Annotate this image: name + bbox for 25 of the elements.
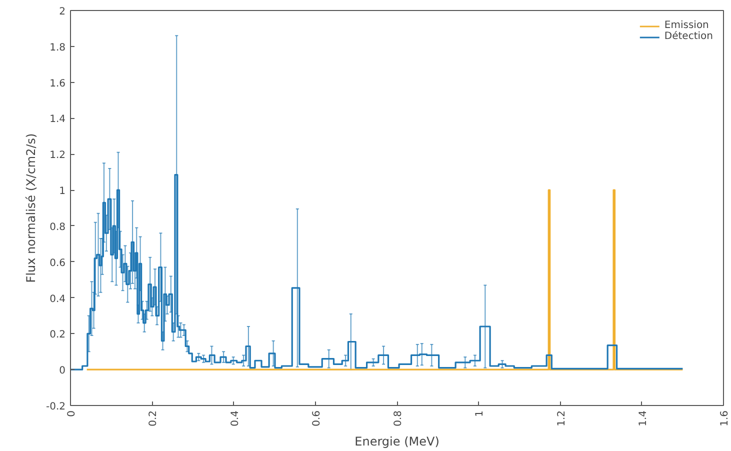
y-tick-label: 1: [59, 186, 66, 198]
x-tick-label: 1.6: [720, 410, 730, 426]
x-tick-label: 1.4: [638, 410, 649, 426]
x-tick-label: 0.2: [148, 410, 160, 426]
x-tick-label: 1.2: [556, 410, 568, 426]
y-tick-label: 0.2: [50, 330, 66, 341]
y-tick-label: 1.8: [50, 42, 66, 54]
x-tick-label: 1: [474, 410, 486, 417]
y-tick-label: 2: [59, 6, 66, 18]
legend-label: Détection: [664, 31, 713, 42]
y-tick-label: 0.6: [50, 258, 66, 269]
x-tick-label: 0.6: [311, 410, 322, 426]
x-tick-label: 0.4: [230, 410, 241, 426]
y-tick-label: 1.4: [50, 114, 66, 126]
x-tick-label: 0: [66, 410, 78, 417]
y-tick-label: 1.6: [50, 78, 66, 90]
y-tick-label: 1.2: [50, 150, 66, 162]
y-axis-title: Flux normalisé (X/cm2/s): [24, 133, 38, 283]
x-tick-label: 0.8: [393, 410, 404, 426]
y-tick-label: -0.2: [46, 402, 66, 412]
y-tick-label: 0.8: [50, 222, 66, 233]
y-tick-label: 0.4: [50, 294, 66, 305]
x-axis-title: Energie (MeV): [354, 434, 440, 448]
legend-label: Emission: [664, 20, 709, 31]
y-tick-label: 0: [59, 366, 66, 377]
